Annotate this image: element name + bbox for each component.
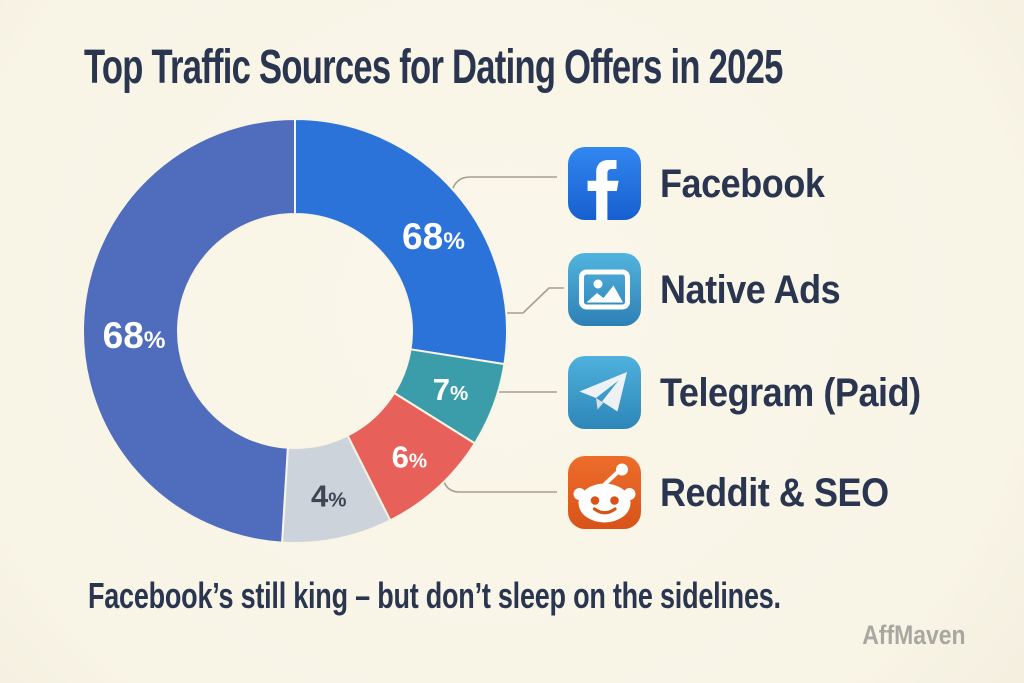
telegram-icon xyxy=(568,356,641,429)
legend-item-reddit-seo: Reddit & SEO xyxy=(568,456,914,529)
donut-segment-3 xyxy=(281,434,392,544)
connector-facebook xyxy=(451,176,557,192)
page-title: Top Traffic Sources for Dating Offers in… xyxy=(84,41,783,94)
connector-reddit-seo xyxy=(442,476,557,493)
slice-label-3: 4% xyxy=(311,478,346,513)
legend-item-label: Reddit & SEO xyxy=(660,470,889,515)
facebook-icon xyxy=(568,147,641,220)
native-ads-icon xyxy=(568,253,641,326)
legend-item-facebook: Facebook xyxy=(568,147,843,220)
legend-item-telegram: Telegram (Paid) xyxy=(568,356,950,429)
slice-label-1: 7% xyxy=(433,372,468,407)
slice-label-4: 68% xyxy=(103,315,166,356)
legend-item-label: Telegram (Paid) xyxy=(660,370,921,415)
legend-item-label: Native Ads xyxy=(660,267,841,312)
donut-segment-1 xyxy=(393,348,506,445)
reddit-seo-icon xyxy=(568,456,641,529)
donut-segment-0 xyxy=(294,118,508,366)
connector-native-ads xyxy=(505,287,564,314)
donut-segment-2 xyxy=(346,392,476,522)
caption-text: Facebook’s still king – but don’t sleep … xyxy=(88,575,781,616)
slice-label-2: 6% xyxy=(392,440,427,475)
brand-watermark: AffMaven xyxy=(862,620,966,650)
legend-item-label: Facebook xyxy=(660,161,825,206)
slice-label-0: 68% xyxy=(402,216,465,257)
legend-item-native-ads: Native Ads xyxy=(568,253,860,326)
donut-segment-4 xyxy=(82,118,296,544)
